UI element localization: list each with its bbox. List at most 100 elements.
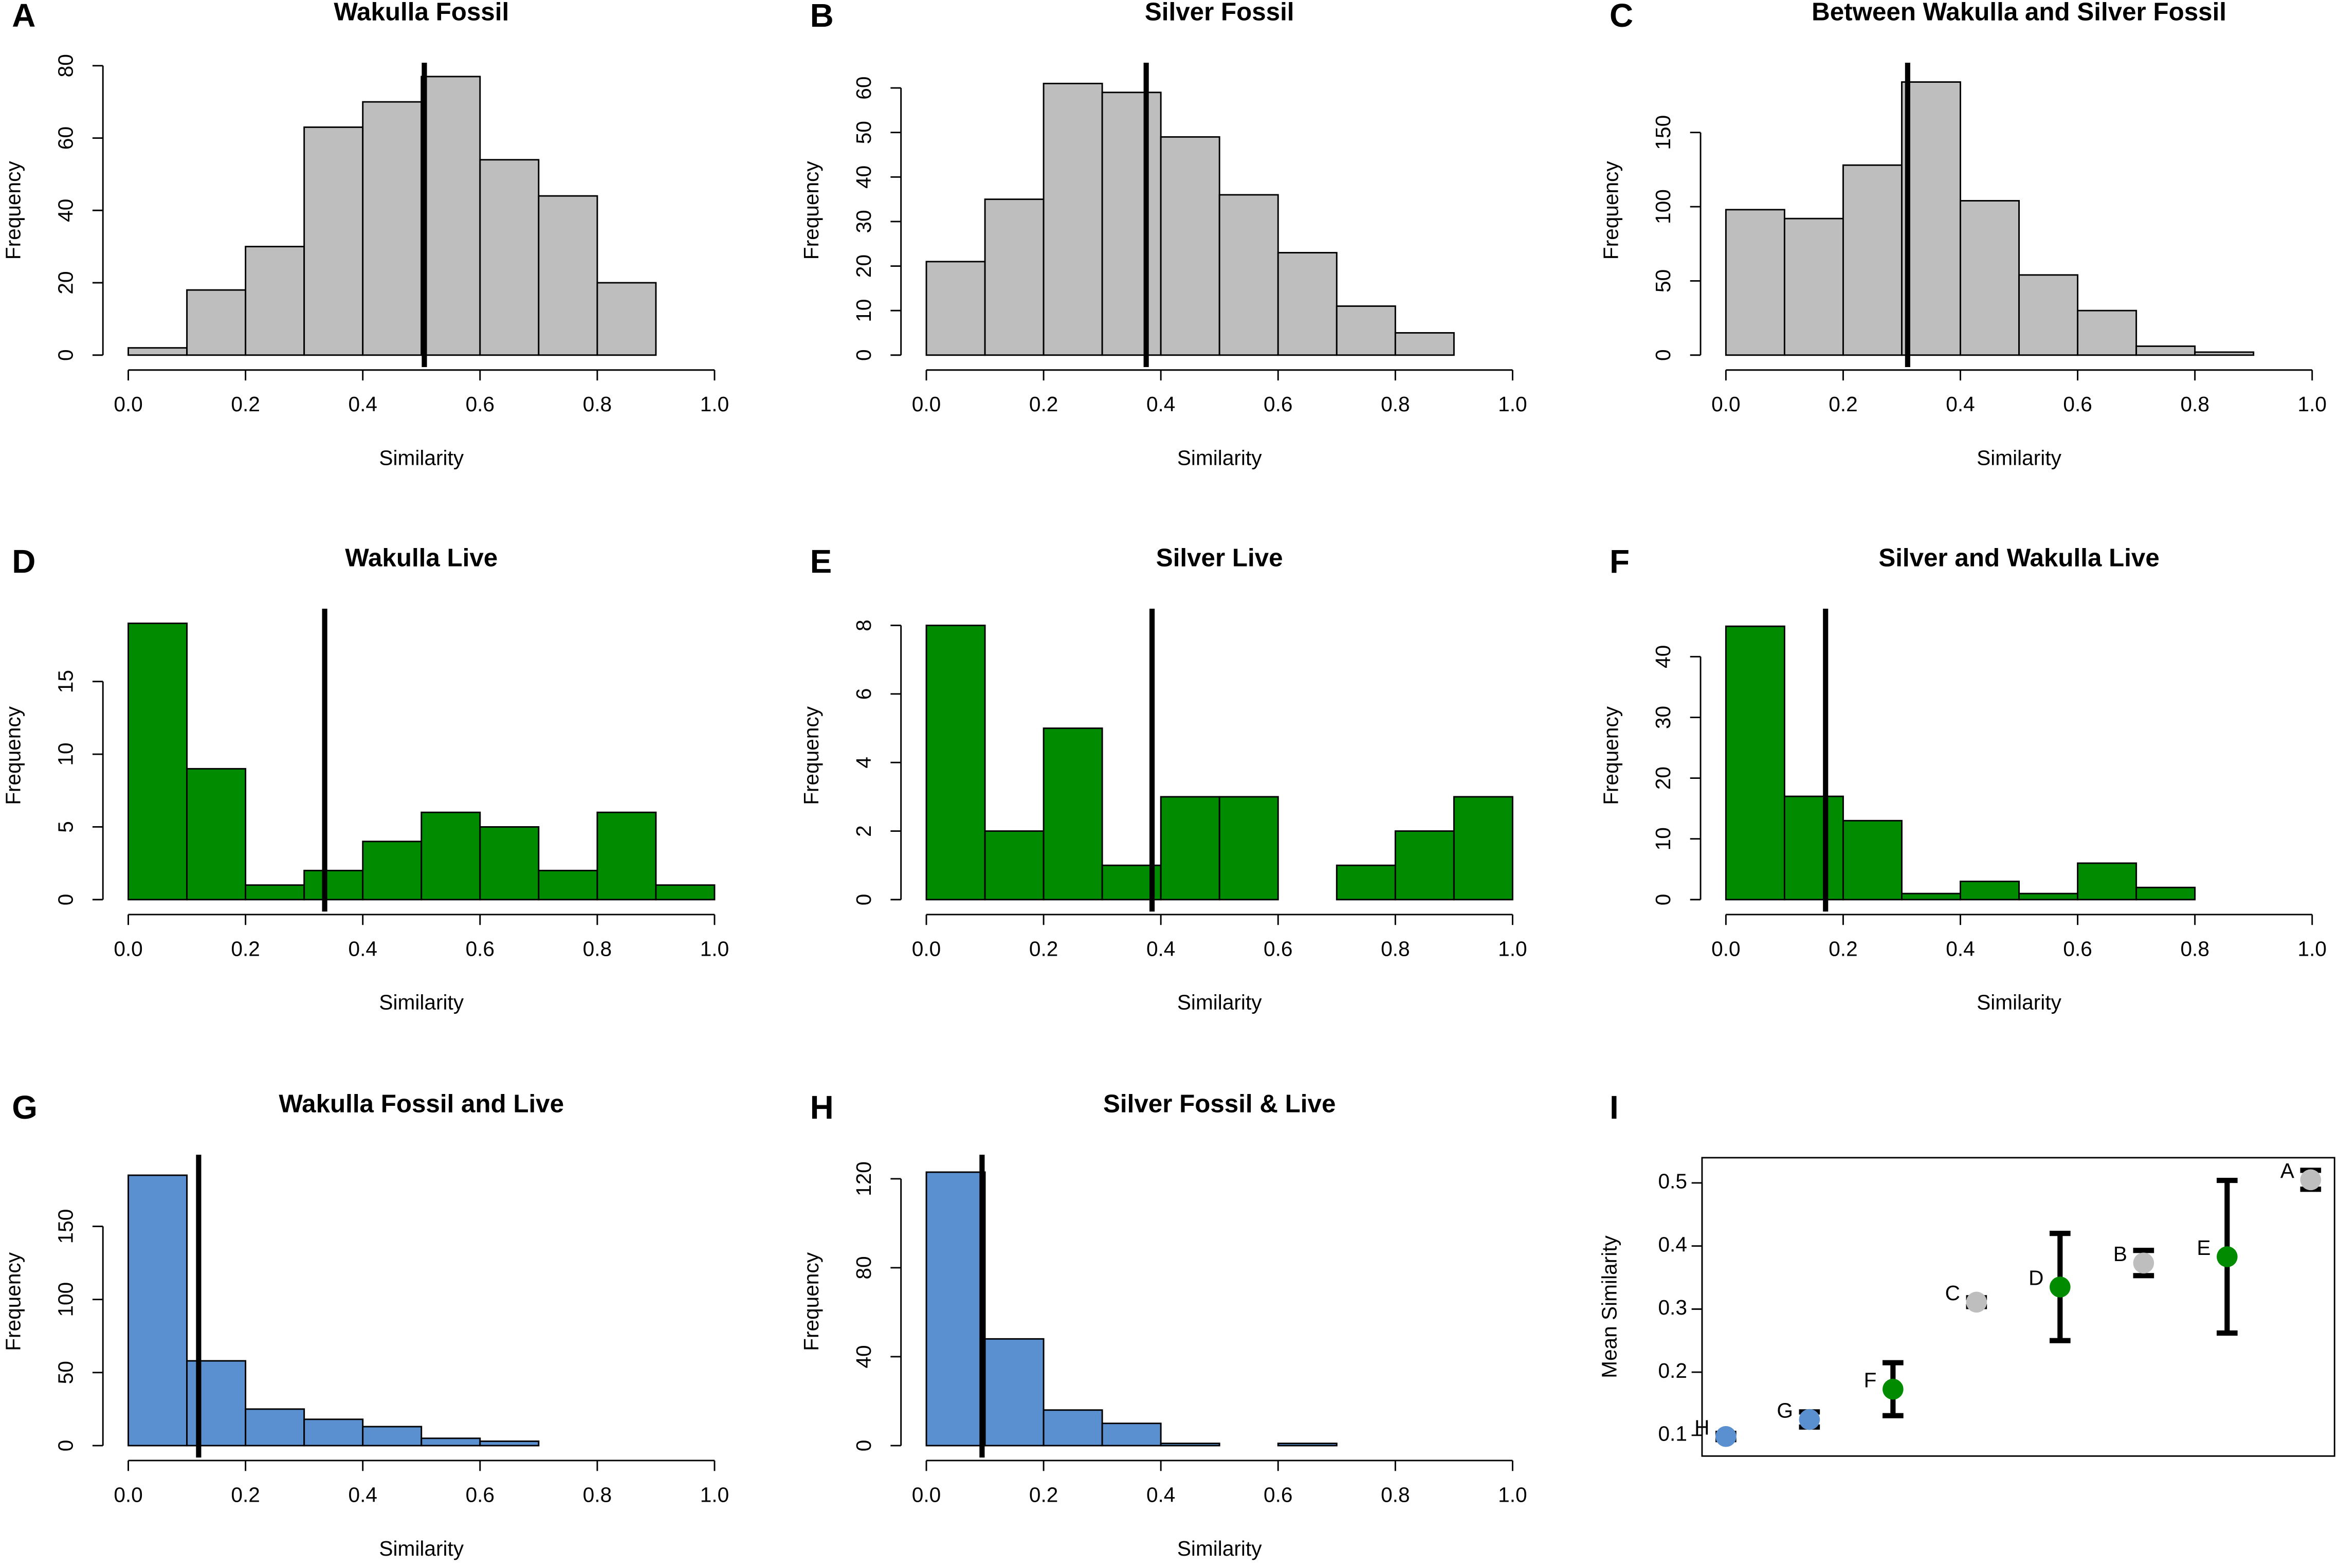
y-tick-label: 0 (852, 1440, 875, 1452)
point (1715, 1426, 1737, 1447)
y-tick-label: 0 (852, 349, 875, 361)
y-tick-label: 4 (852, 757, 875, 769)
y-tick-label: 60 (53, 126, 77, 150)
bar (421, 811, 481, 901)
point-label: C (1945, 1281, 1960, 1305)
bar (1043, 82, 1103, 356)
bar (596, 282, 657, 356)
x-tick-label: 0.0 (912, 392, 941, 416)
point-label: B (2113, 1242, 2127, 1266)
chart-title: Wakulla Fossil (334, 0, 509, 26)
bar (2077, 309, 2137, 356)
x-tick-label: 0.0 (912, 1483, 941, 1506)
x-tick-label: 1.0 (700, 392, 729, 416)
y-tick-label: 2 (852, 825, 875, 837)
bar (984, 198, 1045, 356)
bar (925, 261, 986, 356)
x-tick-label: 0.0 (114, 937, 142, 960)
y-tick-label: 60 (852, 77, 875, 100)
bar (1960, 880, 2020, 901)
chart-title: Between Wakulla and Silver Fossil (1812, 0, 2226, 26)
x-tick-label: 0.6 (2063, 392, 2092, 416)
y-tick-label: 0 (1651, 349, 1675, 361)
y-tick-label: 0 (1651, 894, 1675, 906)
bar (127, 347, 188, 356)
y-tick-label: 10 (852, 299, 875, 322)
bar (1336, 305, 1396, 356)
x-tick-label: 0.2 (231, 392, 260, 416)
y-tick-label: 40 (852, 166, 875, 189)
bar (925, 1171, 986, 1447)
bar (1277, 1443, 1338, 1447)
x-tick-label: 1.0 (2298, 392, 2327, 416)
panel-label: C (1610, 0, 1633, 34)
y-axis-title: Frequency (799, 161, 823, 260)
bar (1960, 200, 2020, 356)
y-axis-title: Mean Similarity (1598, 1235, 1621, 1378)
x-tick-label: 0.4 (1146, 392, 1175, 416)
y-tick-label: 6 (852, 688, 875, 700)
y-tick-label: 120 (852, 1161, 875, 1196)
x-tick-label: 0.0 (114, 1483, 142, 1506)
x-tick-label: 0.4 (1146, 1483, 1175, 1506)
y-axis-title: Frequency (2, 161, 25, 260)
y-tick-label: 30 (852, 210, 875, 233)
chart-title: Wakulla Fossil and Live (279, 1089, 564, 1118)
panel-label: A (12, 0, 35, 34)
bar (479, 1440, 540, 1447)
y-tick-label: 50 (852, 121, 875, 144)
x-tick-label: 0.4 (1946, 937, 1975, 960)
point (1799, 1409, 1820, 1430)
x-tick-label: 0.6 (466, 937, 495, 960)
panel-label: G (12, 1089, 38, 1126)
x-tick-label: 0.8 (2180, 937, 2209, 960)
bar (303, 126, 364, 356)
bar (1218, 796, 1279, 901)
y-tick-label: 10 (53, 742, 77, 765)
y-tick-label: 20 (852, 254, 875, 278)
y-tick-label: 100 (53, 1282, 77, 1317)
x-tick-label: 1.0 (1498, 937, 1527, 960)
y-tick-label: 0.3 (1658, 1296, 1687, 1319)
bar (2135, 886, 2196, 901)
y-tick-label: 0.1 (1658, 1421, 1687, 1445)
bar (984, 830, 1045, 901)
x-tick-label: 0.2 (1029, 937, 1058, 960)
y-tick-label: 15 (53, 670, 77, 693)
bar (538, 195, 598, 356)
bar (2018, 274, 2079, 356)
bar (1336, 864, 1396, 901)
y-tick-label: 40 (852, 1345, 875, 1368)
bar (538, 869, 598, 901)
x-tick-label: 0.2 (231, 937, 260, 960)
bar (362, 101, 423, 356)
x-tick-label: 1.0 (700, 1483, 729, 1506)
bar (1160, 1443, 1220, 1447)
y-tick-label: 100 (1651, 189, 1675, 224)
point-label: A (2280, 1159, 2294, 1182)
x-tick-label: 0.6 (466, 1483, 495, 1506)
x-tick-label: 0.2 (1029, 392, 1058, 416)
point (2050, 1277, 2071, 1298)
x-tick-label: 0.0 (114, 392, 142, 416)
x-axis-title: Similarity (1177, 446, 1262, 470)
panel-label: B (810, 0, 834, 34)
y-tick-label: 30 (1651, 706, 1675, 729)
point (2300, 1169, 2322, 1191)
y-tick-label: 40 (1651, 645, 1675, 668)
point-label: F (1864, 1368, 1877, 1392)
x-tick-label: 0.0 (1711, 937, 1740, 960)
bar (1783, 795, 1844, 901)
bar (984, 1338, 1045, 1447)
x-tick-label: 0.4 (1146, 937, 1175, 960)
y-tick-label: 0 (53, 349, 77, 361)
chart-title: Silver Live (1156, 543, 1283, 572)
x-tick-label: 0.8 (1381, 937, 1410, 960)
x-axis-title: Similarity (379, 991, 464, 1014)
point (2133, 1252, 2154, 1274)
y-axis-title: Frequency (2, 1252, 25, 1351)
bar (1725, 209, 1785, 356)
chart-title: Silver Fossil & Live (1103, 1089, 1336, 1118)
